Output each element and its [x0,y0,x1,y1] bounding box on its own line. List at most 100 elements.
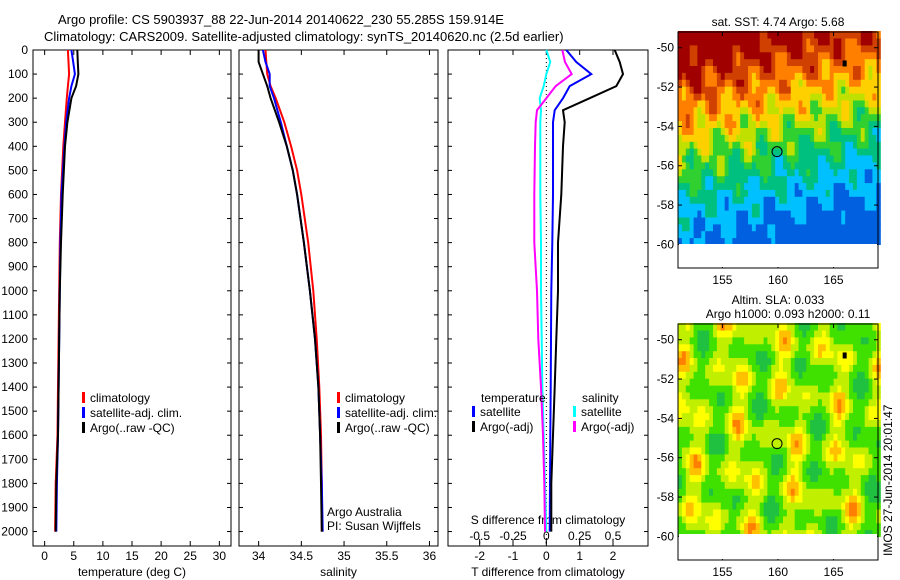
map-cell [713,522,718,531]
map-cell [802,323,807,331]
map-cell [818,446,823,455]
map-cell [755,336,761,345]
map-cell [794,467,800,476]
map-cell [759,412,765,420]
map-cell [767,31,772,39]
map-cell [786,99,792,108]
map-cell [697,460,702,469]
panel-1-axes [32,49,232,547]
map-cell [767,175,772,184]
map-cell [759,323,765,331]
map-cell [845,161,850,170]
map-cell [744,148,749,156]
map-cell [798,93,804,101]
map-cell [709,453,714,462]
map-cell [821,79,827,87]
map-cell [720,433,726,441]
map-cell [876,44,881,53]
map-cell [814,329,819,338]
map-cell [794,37,800,46]
map-cell [713,196,718,204]
map-cell [845,216,850,225]
map-cell [740,161,745,170]
map-cell [685,495,691,503]
map-cell [810,189,815,197]
map-cell [876,210,881,218]
map-cell [767,58,772,66]
map-cell [709,385,714,393]
y-tick-label: 1100 [2,308,28,322]
map-cell [825,154,831,163]
map-cell [685,426,691,434]
map-cell [705,398,710,407]
map-cell [767,51,772,60]
map-cell [709,120,714,128]
map-cell [825,502,831,510]
map-cell [833,426,839,434]
map-cell [705,223,710,232]
map-cell [759,168,765,177]
map-cell [728,196,734,204]
map-cell [837,488,842,496]
map-cell [860,522,866,531]
map-cell [790,350,796,358]
map-cell [818,357,823,365]
map-cell [701,93,706,101]
map-cell [759,515,765,524]
map-cell [716,196,722,204]
map-cell [845,72,850,80]
map-cell [767,522,772,531]
map-cell [693,182,699,190]
map-cell [837,44,842,53]
map-cell [876,357,881,365]
map-cell [845,405,850,414]
map-cell [732,426,737,434]
map-cell [771,44,776,53]
map-cell [678,230,683,239]
map-cell [701,405,706,414]
map-cell [798,446,804,455]
map-cell [709,398,714,407]
map-cell [814,37,819,46]
map-cell [751,453,757,462]
map-cell [825,168,831,177]
map-cell [736,86,741,94]
map-cell [810,120,815,128]
map-cell [744,460,749,469]
map-cell [755,58,761,66]
map-cell [779,189,784,197]
map-cell [860,175,866,184]
map-cell [814,154,819,163]
y-tick-label: 900 [8,260,28,274]
x-tick-label: -2 [474,549,485,563]
map-cell [814,426,819,434]
map-cell [860,364,866,372]
map-cell [829,113,835,122]
y-tick-label: 1000 [1,284,28,298]
map-cell [814,495,819,503]
map-cell [798,106,804,115]
map-cell [705,481,710,489]
map-cell [744,453,749,462]
map-cell [876,405,881,414]
map-cell [693,323,699,331]
map-cell [841,495,846,503]
map-cell [833,467,839,476]
map-cell [837,426,842,434]
map-cell [701,223,706,232]
map-cell [748,93,753,101]
map-cell [744,79,749,87]
map-cell [748,433,753,441]
map-cell [709,357,714,365]
map-cell [763,515,769,524]
map-cell [775,154,780,163]
map-cell [872,196,877,204]
map-cell [751,106,757,115]
map-cell [794,405,800,414]
map-cell [853,508,858,517]
map-cell [779,343,784,352]
map-cell [740,51,745,60]
map-cell [783,385,788,393]
map-cell [790,481,796,489]
map-cell [860,86,866,94]
